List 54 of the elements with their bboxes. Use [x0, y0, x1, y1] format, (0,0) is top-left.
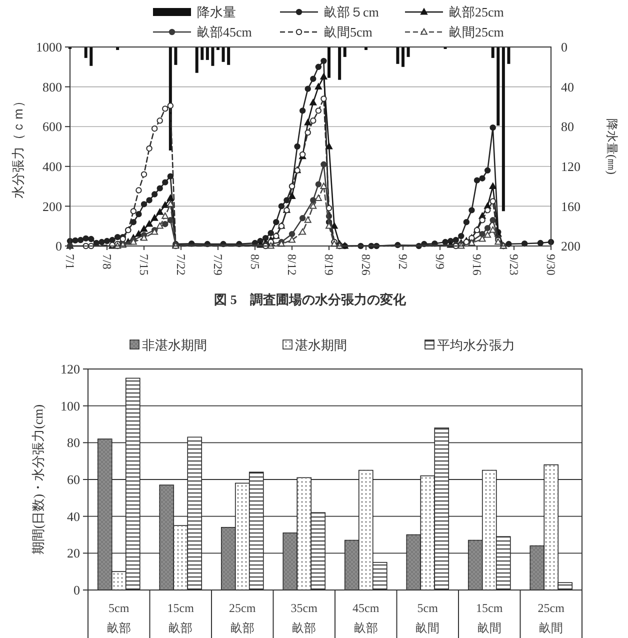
y-tick-label: 60 — [67, 472, 80, 488]
y-tick-label: 0 — [56, 238, 62, 254]
x-tick-label: 7/15 — [136, 254, 151, 276]
x-tick-label: 8/5 — [248, 254, 262, 270]
y-tick-label: 100 — [60, 398, 80, 414]
legend-label: 畝間5cm — [324, 24, 372, 40]
x-tick-label: 5cm 畝間 — [416, 601, 440, 636]
y-tick-label: 120 — [60, 362, 80, 377]
y-tick-label: 80 — [67, 435, 80, 450]
y-tick-label: 20 — [67, 546, 80, 561]
legend-label: 畝部45cm — [197, 24, 252, 40]
y-tick-label: 800 — [42, 79, 62, 94]
x-tick-label: 45cm 畝部 — [352, 601, 380, 636]
x-tick-label: 5cm 畝部 — [106, 601, 131, 636]
y-tick-label: 1000 — [36, 40, 62, 55]
y-tick-label: 400 — [42, 158, 62, 174]
legend-label: 非湛水期間 — [142, 338, 207, 353]
y-tick-label: 200 — [42, 198, 62, 214]
legend-label: 平均水分張力 — [437, 338, 515, 353]
x-tick-label: 9/9 — [432, 254, 447, 270]
y2-tick-label: 200 — [561, 238, 580, 254]
x-tick-label: 8/19 — [322, 254, 336, 276]
x-tick-label: 7/29 — [210, 254, 225, 276]
text: 図 5 調査圃場の水分張力の変化 — [214, 292, 407, 307]
x-tick-label: 25cm 畝部 — [229, 601, 256, 636]
x-tick-label: 8/26 — [358, 254, 373, 276]
x-tick-label: 25cm 畝間 — [538, 601, 566, 636]
y-axis-title: 期間(日数)・水分張力(cm) — [30, 404, 46, 555]
x-tick-label: 35cm 畝部 — [290, 601, 318, 636]
y-tick-label: 600 — [42, 119, 62, 134]
legend-label: 畝部25cm — [449, 4, 504, 20]
x-tick-label: 9/2 — [396, 254, 410, 270]
y2-axis-title: 降水量(㎜) — [604, 118, 619, 174]
legend-label: 降水量 — [197, 4, 236, 20]
x-tick-label: 9/30 — [544, 254, 558, 276]
x-tick-label: 7/8 — [100, 254, 114, 270]
x-tick-label: 15cm 畝部 — [167, 601, 195, 636]
y2-tick-label: 160 — [561, 198, 580, 214]
x-tick-label: 7/1 — [62, 254, 77, 270]
x-tick-label: 15cm 畝間 — [476, 601, 504, 636]
x-tick-label: 7/22 — [174, 254, 188, 276]
y-tick-label: 0 — [74, 582, 80, 598]
legend-label: 湛水期間 — [295, 338, 347, 353]
x-tick-label: 8/12 — [284, 254, 299, 276]
y-tick-label: 40 — [67, 508, 80, 524]
legend-label: 畝部５cm — [324, 4, 379, 20]
x-tick-label: 9/23 — [506, 254, 521, 276]
y2-tick-label: 0 — [561, 40, 568, 55]
y2-tick-label: 40 — [561, 79, 574, 94]
y2-tick-label: 80 — [561, 119, 574, 134]
legend-label: 畝間25cm — [449, 24, 504, 40]
x-tick-label: 9/16 — [470, 254, 484, 276]
y2-tick-label: 120 — [561, 158, 580, 174]
y-axis-title: 水分張力（ｃｍ） — [10, 94, 26, 198]
